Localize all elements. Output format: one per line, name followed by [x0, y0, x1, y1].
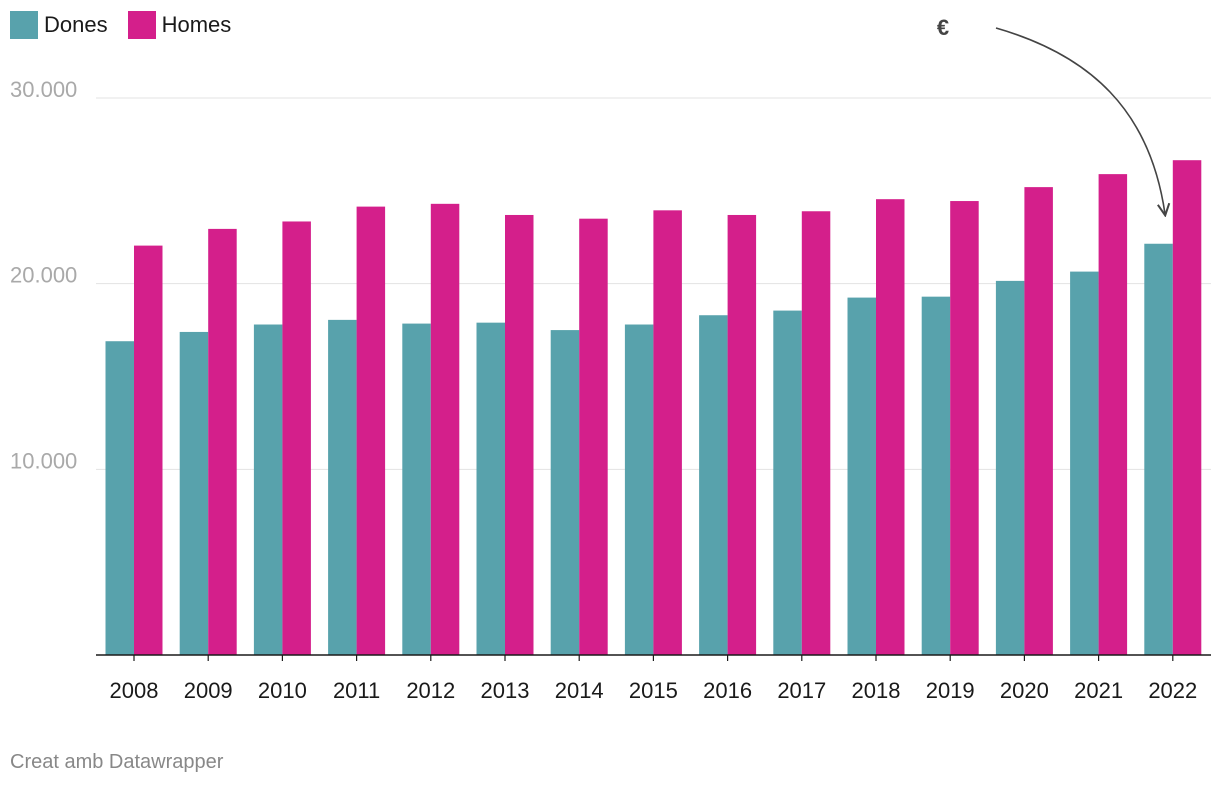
- bar-dones-2019: [921, 296, 951, 655]
- x-tick-label-2009: 2009: [184, 678, 233, 703]
- bar-homes-2011: [356, 206, 386, 656]
- legend-item-homes: Homes: [127, 11, 232, 39]
- x-tick-label-2014: 2014: [555, 678, 604, 703]
- annotation-arrow: [995, 27, 1165, 214]
- x-tick-label-2008: 2008: [110, 678, 159, 703]
- bar-homes-2019: [950, 201, 979, 656]
- x-axis-tick-labels: 2008 2009 2010 2011 2012 2013 2014 2015 2016 2017…: [110, 655, 1197, 703]
- x-tick-label-2022: 2022: [1148, 678, 1197, 703]
- x-tick-label-2021: 2021: [1074, 678, 1123, 703]
- bar-dones-2012: [402, 323, 431, 655]
- annotation-label: €: [937, 15, 949, 40]
- bar-dones-2020: [995, 280, 1025, 655]
- bar-dones-2009: [179, 331, 209, 655]
- bar-homes-2015: [653, 210, 682, 655]
- bar-dones-2011: [328, 319, 357, 655]
- footer-credit: Creat amb Datawrapper: [10, 751, 224, 773]
- x-tick-label-2020: 2020: [1000, 678, 1049, 703]
- x-tick-label-2012: 2012: [406, 678, 455, 703]
- bar-homes-2018: [876, 199, 905, 655]
- y-tick-label: 10.000: [10, 448, 77, 473]
- bar-dones-2010: [253, 324, 283, 655]
- bar-homes-2012: [430, 203, 460, 655]
- x-tick-label-2015: 2015: [629, 678, 678, 703]
- x-tick-label-2013: 2013: [481, 678, 530, 703]
- y-tick-label: 20.000: [10, 263, 77, 288]
- bar-homes-2020: [1024, 187, 1053, 655]
- bar-dones-2021: [1070, 271, 1099, 655]
- bar-dones-2016: [699, 315, 728, 655]
- bar-homes-2017: [801, 211, 831, 656]
- bar-homes-2013: [505, 214, 534, 655]
- legend-label-homes: Homes: [161, 12, 232, 37]
- legend-swatch-dones: [10, 11, 38, 39]
- legend-item-dones: Dones: [10, 11, 108, 39]
- bar-homes-2009: [208, 228, 237, 655]
- bar-homes-2016: [727, 214, 757, 655]
- chart-legend: Dones Homes: [10, 11, 231, 39]
- bar-dones-2008: [105, 341, 134, 655]
- x-tick-label-2011: 2011: [333, 678, 380, 703]
- bar-dones-2017: [773, 310, 802, 655]
- x-tick-label-2010: 2010: [258, 678, 307, 703]
- y-tick-label: 30.000: [10, 77, 77, 102]
- bar-homes-2010: [282, 221, 311, 656]
- bar-dones-2015: [624, 324, 654, 655]
- legend-label-dones: Dones: [44, 12, 108, 37]
- bar-homes-2014: [579, 218, 608, 655]
- x-tick-label-2017: 2017: [777, 678, 826, 703]
- x-tick-label-2018: 2018: [852, 678, 901, 703]
- legend-swatch-homes: [127, 11, 156, 39]
- x-tick-label-2019: 2019: [926, 678, 975, 703]
- bar-dones-2022: [1144, 243, 1173, 655]
- bar-homes-2022: [1172, 160, 1202, 655]
- bar-homes-2021: [1098, 174, 1128, 655]
- bars: [105, 160, 1202, 656]
- bar-dones-2018: [847, 297, 876, 655]
- bar-dones-2014: [550, 330, 580, 655]
- bar-dones-2013: [476, 322, 505, 655]
- x-tick-label-2016: 2016: [703, 678, 752, 703]
- bar-homes-2008: [134, 245, 163, 656]
